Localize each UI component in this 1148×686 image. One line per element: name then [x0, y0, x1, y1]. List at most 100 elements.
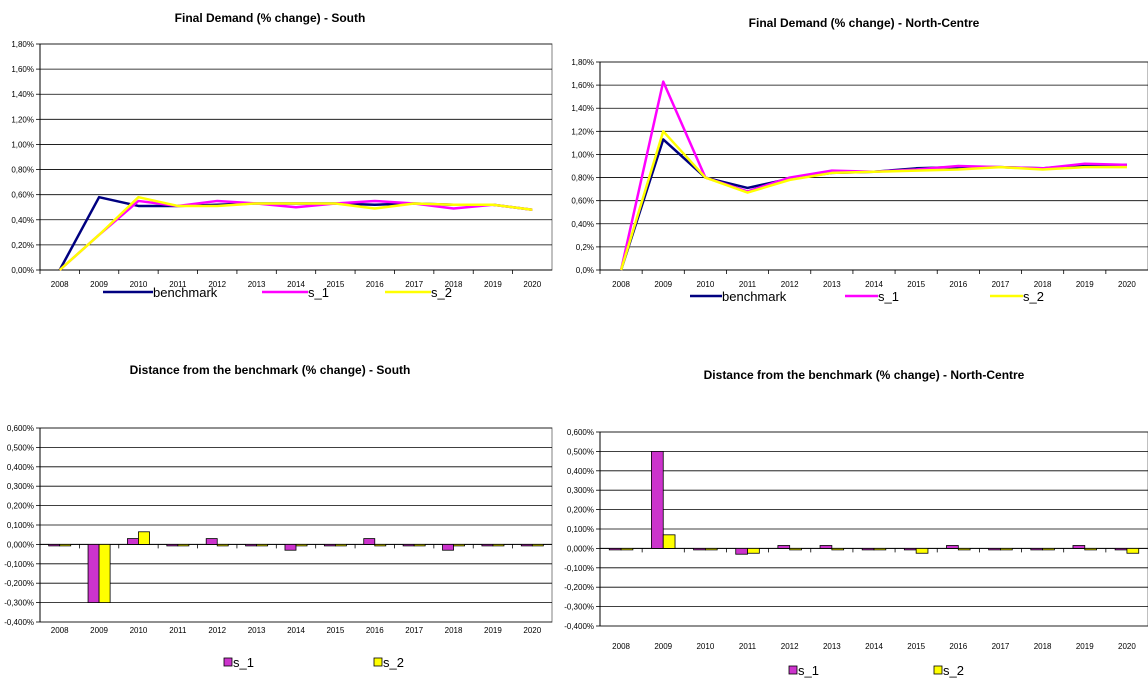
x-tick-label: 2011: [739, 280, 757, 289]
bar-s_1: [87, 544, 100, 604]
y-tick-label: 0,00%: [11, 266, 34, 275]
y-tick-label: 0,400%: [567, 467, 594, 476]
bar-s_1: [166, 544, 179, 547]
bar-s_1: [819, 545, 833, 549]
y-tick-label: -0,200%: [4, 579, 34, 588]
bar-s_2: [138, 531, 150, 545]
legend-swatch-s_1: [788, 665, 798, 675]
series-line-s_2: [619, 130, 1127, 271]
plot-area: [39, 43, 553, 271]
bar-s_1: [903, 548, 917, 551]
legend-swatch-s_2: [373, 657, 383, 667]
bar-s_2: [662, 534, 676, 549]
y-tick-label: 0,300%: [567, 486, 594, 495]
y-tick-label: 0,500%: [567, 447, 594, 456]
x-tick-label: 2013: [248, 626, 266, 635]
legend-label-s_1: s_1: [308, 285, 329, 300]
bar-s_2: [704, 548, 718, 551]
x-tick-label: 2020: [1118, 642, 1136, 651]
bar-s_1: [693, 548, 706, 551]
y-tick-label: 0,60%: [11, 191, 34, 200]
bar-s_1: [48, 544, 61, 547]
bar-s_2: [295, 544, 308, 547]
bar-s_1: [127, 538, 139, 545]
x-tick-label: 2008: [612, 280, 630, 289]
x-tick-label: 2020: [523, 280, 541, 289]
x-tick-label: 2013: [248, 280, 266, 289]
y-tick-label: 0,400%: [7, 463, 34, 472]
legend-label-s_2: s_2: [1023, 289, 1044, 304]
x-tick-label: 2013: [823, 642, 841, 651]
y-tick-label: -0,300%: [4, 599, 34, 608]
bar-s_1: [442, 544, 454, 551]
legend-label-benchmark: benchmark: [153, 285, 218, 300]
bar-s_1: [988, 548, 1001, 551]
legend-swatch-s_1: [223, 657, 233, 667]
x-tick-label: 2009: [90, 280, 108, 289]
x-tick-label: 2014: [865, 280, 883, 289]
x-tick-label: 2012: [781, 642, 799, 651]
x-tick-label: 2016: [949, 642, 967, 651]
y-tick-label: -0,300%: [564, 603, 594, 612]
y-tick-label: 0,200%: [567, 506, 594, 515]
x-tick-label: 2017: [992, 280, 1010, 289]
x-tick-label: 2017: [405, 280, 423, 289]
y-tick-label: 0,100%: [567, 525, 594, 534]
chart-4: Distance from the benchmark (% change) -…: [564, 368, 1148, 678]
x-tick-label: 2012: [781, 280, 799, 289]
x-tick-label: 2018: [1034, 280, 1052, 289]
chart-title: Distance from the benchmark (% change) -…: [704, 368, 1025, 382]
x-tick-label: 2009: [90, 626, 108, 635]
bar-s_1: [1072, 545, 1086, 549]
x-tick-label: 2011: [739, 642, 757, 651]
x-tick-label: 2020: [1118, 280, 1136, 289]
y-tick-label: -0,400%: [564, 622, 594, 631]
bar-s_2: [256, 544, 269, 547]
chart-title: Final Demand (% change) - South: [175, 11, 366, 25]
x-tick-label: 2018: [445, 626, 463, 635]
bar-s_1: [608, 548, 622, 551]
x-tick-label: 2019: [1076, 280, 1094, 289]
x-tick-label: 2016: [366, 626, 384, 635]
x-tick-label: 2019: [484, 280, 502, 289]
y-tick-label: 1,00%: [571, 150, 594, 159]
legend-label-s_1: s_1: [233, 655, 254, 670]
bar-s_2: [915, 548, 929, 554]
chart-3: Distance from the benchmark (% change) -…: [4, 363, 553, 670]
x-tick-label: 2019: [1076, 642, 1094, 651]
x-tick-label: 2011: [169, 626, 187, 635]
bar-s_1: [323, 544, 336, 547]
y-tick-label: 0,600%: [7, 424, 34, 433]
legend-label-s_2: s_2: [383, 655, 404, 670]
y-tick-label: -0,100%: [564, 564, 594, 573]
bar-s_2: [413, 544, 426, 547]
bar-s_1: [402, 544, 415, 547]
y-tick-label: 0,300%: [7, 482, 34, 491]
x-tick-label: 2012: [208, 626, 226, 635]
x-tick-label: 2008: [612, 642, 630, 651]
chart-title: Distance from the benchmark (% change) -…: [130, 363, 411, 377]
bar-s_1: [1030, 548, 1044, 551]
bar-s_2: [531, 544, 544, 547]
y-tick-label: 1,80%: [11, 40, 34, 49]
y-tick-label: -0,200%: [564, 583, 594, 592]
series-line-s_2: [58, 195, 533, 271]
x-tick-label: 2020: [523, 626, 541, 635]
bar-s_2: [177, 544, 190, 547]
y-tick-label: 1,20%: [11, 115, 34, 124]
bar-s_2: [1042, 548, 1055, 551]
bar-s_2: [747, 548, 760, 554]
y-tick-label: 1,00%: [11, 140, 34, 149]
x-tick-label: 2014: [865, 642, 883, 651]
x-tick-label: 2014: [287, 626, 305, 635]
x-tick-label: 2010: [696, 280, 714, 289]
bar-s_2: [620, 548, 634, 551]
bar-s_2: [59, 544, 72, 547]
chart-1: Final Demand (% change) - South 0,00% 0,20…: [11, 11, 553, 300]
y-tick-label: 0,000%: [7, 540, 34, 549]
bar-s_1: [245, 544, 258, 547]
x-tick-label: 2015: [907, 280, 925, 289]
chart-title: Final Demand (% change) - North-Centre: [749, 16, 980, 30]
y-tick-label: 0,600%: [567, 428, 594, 437]
y-tick-label: 1,40%: [11, 90, 34, 99]
